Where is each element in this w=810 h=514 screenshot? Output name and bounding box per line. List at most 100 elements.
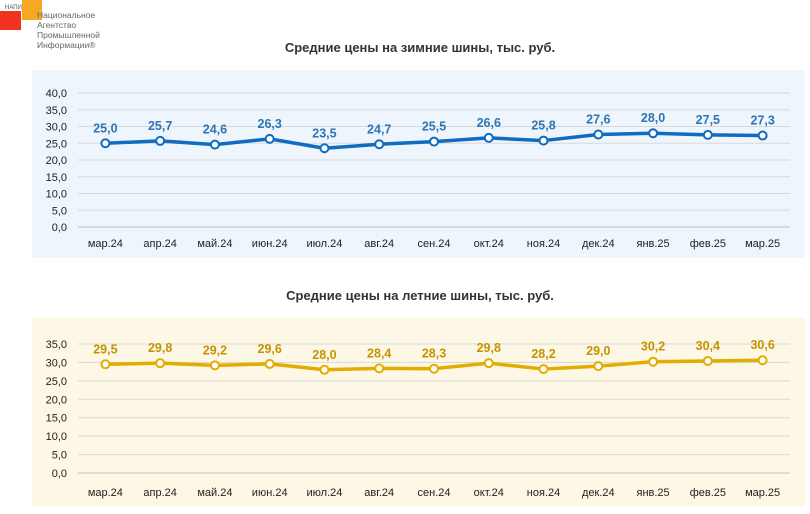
data-point (374, 139, 385, 150)
x-tick-label: мар.24 (88, 238, 123, 250)
data-label: 23,5 (312, 126, 336, 140)
y-tick-label: 30,0 (46, 122, 67, 134)
data-label: 24,7 (367, 122, 391, 136)
data-label: 25,8 (531, 119, 555, 133)
data-label: 29,5 (93, 342, 117, 356)
x-tick-label: июл.24 (307, 487, 343, 499)
chart-title: Средние цены на зимние шины, тыс. руб. (285, 40, 555, 55)
data-point (757, 355, 768, 366)
data-point (319, 143, 330, 154)
y-tick-label: 30,0 (46, 357, 67, 369)
x-tick-label: июн.24 (252, 238, 288, 250)
y-tick-label: 15,0 (46, 413, 67, 425)
x-tick-label: фев.25 (690, 238, 726, 250)
data-point (429, 136, 439, 147)
data-label: 29,8 (477, 341, 501, 355)
logo-orange-square (22, 0, 42, 20)
logo-text: Национальное Агентство Промышленной Инфо… (37, 10, 100, 50)
y-tick-label: 25,0 (46, 138, 67, 150)
data-point (593, 361, 604, 372)
y-tick-label: 5,0 (52, 450, 67, 462)
y-tick-label: 15,0 (46, 172, 67, 184)
data-point (538, 364, 549, 375)
x-tick-label: апр.24 (143, 238, 176, 250)
data-point (374, 363, 385, 374)
x-tick-label: янв.25 (636, 487, 669, 499)
data-label: 29,8 (148, 341, 172, 355)
x-tick-label: окт.24 (474, 238, 504, 250)
data-point (702, 355, 713, 366)
x-tick-label: дек.24 (582, 238, 615, 250)
data-label: 24,6 (203, 123, 227, 137)
data-point (264, 133, 275, 144)
y-tick-label: 35,0 (46, 339, 67, 351)
logo-red-square (0, 11, 21, 30)
x-tick-label: ноя.24 (527, 487, 560, 499)
data-label: 28,0 (312, 348, 336, 362)
chart-title: Средние цены на летние шины, тыс. руб. (286, 288, 554, 303)
chart-winter: Средние цены на зимние шины, тыс. руб. 0,… (32, 40, 805, 258)
data-label: 27,6 (586, 113, 610, 127)
data-point (483, 132, 494, 143)
data-point (648, 128, 659, 139)
data-label: 27,5 (696, 113, 720, 127)
data-label: 25,7 (148, 119, 172, 133)
data-point (429, 363, 439, 374)
data-label: 29,2 (203, 343, 227, 357)
chart-area (32, 318, 805, 506)
data-point (648, 356, 659, 367)
y-tick-label: 10,0 (46, 431, 67, 443)
x-tick-label: мар.25 (745, 487, 780, 499)
y-tick-label: 0,0 (52, 222, 67, 234)
data-label: 28,3 (422, 347, 446, 361)
data-point (702, 129, 713, 140)
x-tick-label: авг.24 (364, 238, 394, 250)
data-label: 29,0 (586, 344, 610, 358)
y-tick-label: 0,0 (52, 468, 67, 480)
chart-summer: Средние цены на летние шины, тыс. руб. 0,… (32, 288, 805, 506)
y-tick-label: 25,0 (46, 376, 67, 388)
data-label: 26,6 (477, 116, 501, 130)
x-tick-label: дек.24 (582, 487, 615, 499)
data-label: 25,5 (422, 120, 446, 134)
x-tick-label: ноя.24 (527, 238, 560, 250)
y-tick-label: 35,0 (46, 105, 67, 117)
data-label: 28,0 (641, 111, 665, 125)
x-tick-label: янв.25 (636, 238, 669, 250)
data-point (319, 364, 330, 375)
data-point (538, 135, 549, 146)
y-tick-label: 10,0 (46, 189, 67, 201)
x-tick-label: сен.24 (418, 238, 451, 250)
x-tick-label: окт.24 (474, 487, 504, 499)
data-label: 29,6 (258, 342, 282, 356)
x-tick-label: июн.24 (252, 487, 288, 499)
data-label: 26,3 (258, 117, 282, 131)
logo-abbr: НАПИ (5, 5, 22, 11)
data-point (209, 139, 220, 150)
chart-area (32, 70, 805, 258)
y-tick-label: 20,0 (46, 394, 67, 406)
napi-logo: НАПИ Национальное Агентство Промышленной… (0, 0, 120, 55)
data-point (100, 138, 111, 149)
x-tick-label: май.24 (197, 487, 232, 499)
data-point (209, 360, 220, 371)
data-label: 27,3 (750, 114, 774, 128)
data-point (155, 358, 166, 369)
x-tick-label: мар.25 (745, 238, 780, 250)
data-label: 30,2 (641, 340, 665, 354)
y-tick-label: 5,0 (52, 205, 67, 217)
data-label: 30,4 (696, 339, 720, 353)
data-label: 25,0 (93, 121, 117, 135)
data-label: 28,4 (367, 346, 391, 360)
data-point (264, 358, 275, 369)
data-point (100, 359, 111, 370)
x-tick-label: сен.24 (418, 487, 451, 499)
x-tick-label: фев.25 (690, 487, 726, 499)
x-tick-label: авг.24 (364, 487, 394, 499)
data-point (155, 135, 166, 146)
x-tick-label: апр.24 (143, 487, 176, 499)
x-tick-label: мар.24 (88, 487, 123, 499)
data-point (483, 358, 494, 369)
x-tick-label: май.24 (197, 238, 232, 250)
